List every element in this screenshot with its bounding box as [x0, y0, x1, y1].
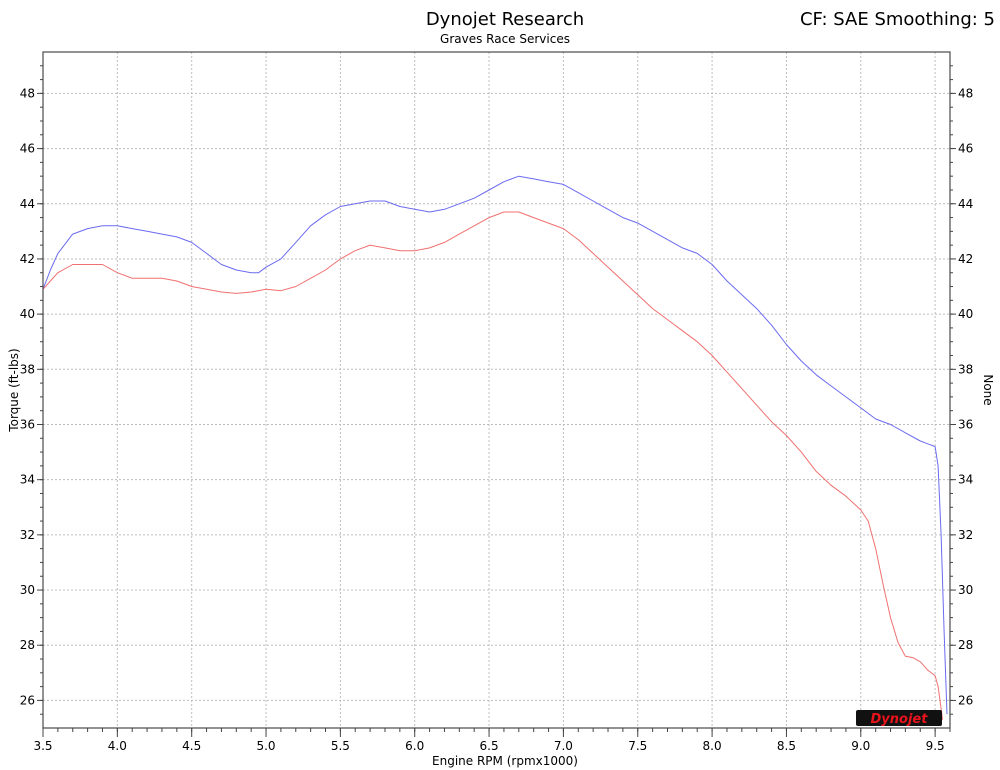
y-tick-label-right: 44 — [958, 197, 973, 211]
x-tick-label: 6.5 — [480, 739, 499, 753]
y-tick-label-left: 30 — [20, 583, 35, 597]
plot-frame — [42, 51, 951, 729]
x-tick-label: 7.5 — [628, 739, 647, 753]
y-tick-label-left: 40 — [20, 307, 35, 321]
y-tick-label-right: 26 — [958, 693, 973, 707]
x-tick-label: 4.0 — [108, 739, 127, 753]
x-tick-label: 6.0 — [405, 739, 424, 753]
chart-title: Dynojet Research — [426, 9, 584, 30]
series-group — [42, 175, 948, 720]
dynojet-logo: Dynojet — [856, 710, 942, 727]
x-tick-label: 9.0 — [851, 739, 870, 753]
y-tick-label-right: 32 — [958, 528, 973, 542]
x-tick-label: 9.5 — [926, 739, 945, 753]
correction-factor-label: CF: SAE Smoothing: 5 — [800, 9, 995, 30]
y-tick-label-right: 42 — [958, 252, 973, 266]
y-tick-label-right: 46 — [958, 142, 973, 156]
axis-ticks: 3.5 4.0 4.5 5.0 5.5 6.0 6.5 7.0 7.5 8.0 8.5 9.0 9.5 2… — [20, 65, 973, 753]
y-tick-label-left: 34 — [20, 473, 35, 487]
x-tick-label: 8.0 — [703, 739, 722, 753]
y-tick-label-left: 32 — [20, 528, 35, 542]
chart-subtitle: Graves Race Services — [440, 32, 570, 46]
y-tick-label-left: 26 — [20, 693, 35, 707]
y-tick-label-left: 28 — [20, 638, 35, 652]
x-tick-label: 4.5 — [182, 739, 201, 753]
y2-axis-label: None — [981, 374, 995, 405]
y-tick-label-left: 38 — [20, 362, 35, 376]
plot-area-border — [42, 51, 951, 729]
series-line-2 — [42, 211, 944, 720]
y-tick-label-right: 28 — [958, 638, 973, 652]
y-tick-label-left: 46 — [20, 142, 35, 156]
y-axis-label: Torque (ft-lbs) — [7, 348, 21, 432]
y-tick-label-left: 48 — [20, 86, 35, 100]
x-tick-label: 8.5 — [777, 739, 796, 753]
y-tick-label-right: 36 — [958, 417, 973, 431]
x-tick-label: 7.0 — [554, 739, 573, 753]
y-tick-label-right: 38 — [958, 362, 973, 376]
x-tick-label: 3.5 — [33, 739, 52, 753]
y-tick-label-right: 30 — [958, 583, 973, 597]
x-tick-label: 5.5 — [331, 739, 350, 753]
y-tick-label-left: 44 — [20, 197, 35, 211]
series-line-1 — [42, 175, 948, 715]
y-tick-label-right: 34 — [958, 473, 973, 487]
grid — [42, 52, 950, 728]
y-tick-label-left: 36 — [20, 417, 35, 431]
x-tick-label: 5.0 — [256, 739, 275, 753]
y-tick-label-right: 48 — [958, 86, 973, 100]
y-tick-label-right: 40 — [958, 307, 973, 321]
x-axis-label: Engine RPM (rpmx1000) — [432, 754, 578, 768]
logo-text: Dynojet — [871, 712, 929, 727]
y-tick-label-left: 42 — [20, 252, 35, 266]
